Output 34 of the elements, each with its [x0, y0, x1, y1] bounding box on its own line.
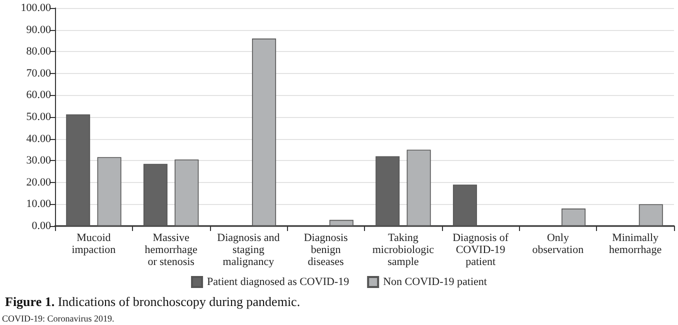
y-tick-label: 70.00 [26, 67, 52, 80]
x-tick-label: Mucoid impaction [72, 232, 116, 256]
y-tick-label: 30.00 [26, 154, 52, 167]
y-tick-label: 90.00 [26, 24, 52, 36]
y-tick-label: 0.00 [32, 220, 52, 232]
bar [452, 184, 477, 226]
y-tick-label: 50.00 [26, 111, 52, 123]
bar [174, 160, 199, 226]
bar [562, 208, 586, 226]
x-tick-label: Diagnosis of COVID-19 patient [452, 232, 509, 268]
bar [406, 150, 431, 226]
text: Figure 1. Indications of bronchoscopy during pandemic. [5, 294, 300, 309]
bar [66, 114, 90, 226]
x-tick-label: Taking microbiologic sample [372, 232, 434, 268]
y-tick-label: 60.00 [26, 89, 52, 102]
x-tick-label: Only observation [532, 232, 584, 256]
y-tick-label: 10.00 [26, 198, 52, 210]
x-tick-label: Minimally hemorrhage [609, 232, 662, 256]
legend-label: Non COVID-19 patient [383, 276, 487, 288]
bar [329, 220, 354, 226]
legend-label: Patient diagnosed as COVID-19 [207, 276, 350, 288]
bar [143, 164, 168, 226]
y-tick-label: 40.00 [26, 132, 52, 145]
bar [97, 157, 122, 226]
x-tick-label: Diagnosis and staging malignancy [217, 232, 280, 268]
y-tick-label: 80.00 [26, 46, 52, 58]
x-tick-label: Diagnosis benign diseases [304, 232, 348, 268]
bar [638, 204, 663, 226]
y-tick-label: 100.00 [20, 2, 52, 14]
y-tick-label: 20.00 [26, 176, 52, 188]
x-tick-label: Massive hemorrhage or stenosis [144, 232, 198, 268]
bar [376, 156, 400, 226]
text: COVID-19: Coronavirus 2019. [2, 314, 114, 324]
bar [252, 38, 276, 226]
